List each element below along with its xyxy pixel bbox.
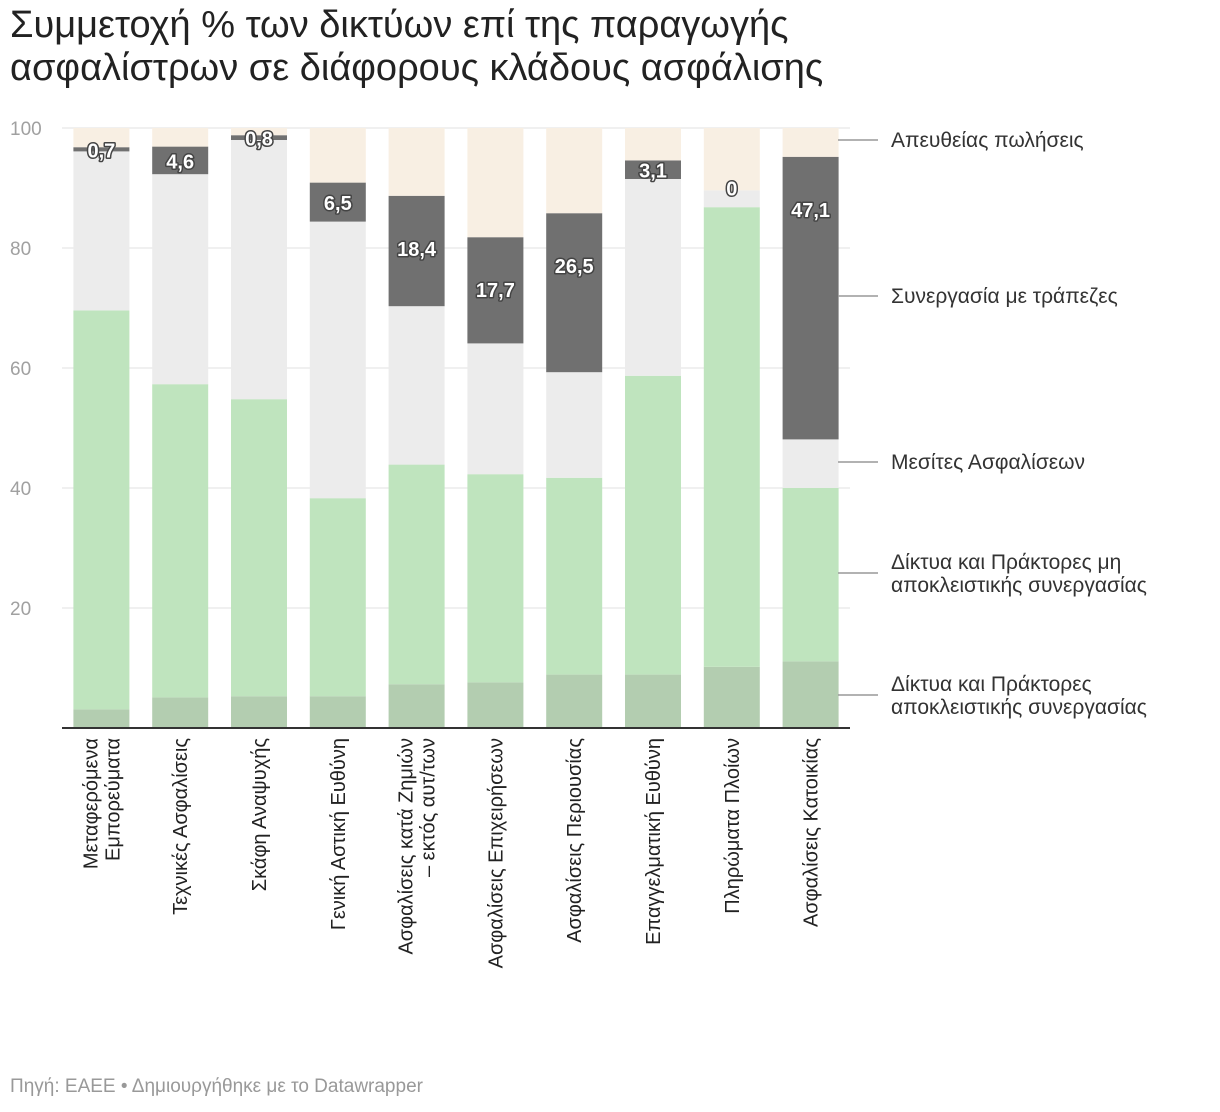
x-tick-label: Εμπορεύματα (102, 738, 124, 861)
bar-segment (703, 190, 760, 208)
bar-segment (625, 375, 681, 675)
bar-segment (467, 237, 524, 344)
bar-segment (152, 384, 209, 698)
bar-segment (625, 160, 681, 179)
bar-segment (152, 128, 209, 147)
data-label: 18,4 (397, 239, 437, 261)
bar-segment (782, 488, 839, 662)
bar-segment (388, 306, 445, 465)
bar-segment (782, 156, 839, 440)
bar-segment (231, 696, 287, 728)
bar-segment (388, 684, 445, 728)
bar-segment (73, 151, 130, 311)
x-tick-label: Σκάφη Αναψυχής (249, 738, 271, 892)
bar-segment (388, 128, 445, 196)
bar-segment (703, 207, 760, 667)
data-label: 0,7 (87, 140, 115, 162)
bar-segment (73, 147, 130, 152)
y-tick-label: 40 (10, 479, 31, 500)
bar-segment (388, 464, 445, 685)
bar-segment (309, 221, 366, 499)
bar-segment (152, 146, 209, 175)
bar-segment (73, 709, 130, 728)
chart-title-line-1: Συμμετοχή % των δικτύων επί της παραγωγή… (10, 4, 789, 46)
bar-segment (625, 128, 681, 161)
data-label: 4,6 (166, 151, 194, 173)
series-label: Δίκτυα και Πράκτορες (891, 673, 1092, 696)
bar-segment (625, 179, 681, 376)
series-label: Απευθείας πωλήσεις (891, 129, 1084, 152)
bar-segment (546, 674, 603, 728)
data-label: 6,5 (324, 193, 352, 215)
y-tick-label: 60 (10, 359, 31, 380)
y-tick-label: 100 (10, 119, 42, 140)
bar-segment (782, 439, 839, 488)
bar-segment (231, 399, 287, 697)
bar-segment (546, 372, 603, 478)
x-tick-label: Τεχνικές Ασφαλίσεις (170, 738, 192, 915)
bar-segment (73, 128, 130, 148)
bar-segment (231, 140, 287, 400)
bar-segment (782, 661, 839, 728)
bar-segment (231, 135, 287, 140)
bar-segment (546, 128, 603, 214)
y-tick-label: 80 (10, 239, 31, 260)
x-tick-label: Ασφαλίσεις Περιουσίας (564, 738, 586, 943)
bar-segment (309, 128, 366, 183)
bar-segment (782, 128, 839, 157)
bar-segment (309, 696, 366, 728)
bar-segment (467, 682, 524, 728)
bar-segment (625, 674, 681, 728)
x-tick-label: Πληρώματα Πλοίων (722, 738, 744, 914)
source-note: Πηγή: ΕΑΕΕ • Δημιουργήθηκε με το Datawra… (10, 1076, 423, 1097)
bar-segment (703, 128, 760, 191)
data-label: 0 (726, 178, 737, 200)
series-label: Συνεργασία με τράπεζες (891, 285, 1118, 308)
x-tick-label: Ασφαλίσεις Κατοικίας (801, 738, 823, 927)
data-label: 17,7 (476, 280, 515, 302)
bar-segment (467, 128, 524, 238)
data-label: 26,5 (555, 256, 594, 278)
x-tick-label: Μεταφερόμενα (80, 738, 102, 869)
bar-segment (388, 195, 445, 307)
bar-segment (309, 498, 366, 697)
bar-segment (309, 182, 366, 222)
data-label: 47,1 (791, 200, 830, 222)
series-label: αποκλειστικής συνεργασίας (891, 696, 1147, 719)
bar-segment (546, 477, 603, 675)
bar-segment (467, 474, 524, 683)
x-tick-label: Γενική Αστική Ευθύνη (328, 738, 350, 930)
series-label: αποκλειστικής συνεργασίας (891, 574, 1147, 597)
bar-segment (73, 310, 130, 710)
x-tick-label: Επαγγελματική Ευθύνη (643, 738, 665, 945)
chart-title: Συμμετοχή % των δικτύων επί της παραγωγή… (10, 4, 1200, 90)
series-label: Δίκτυα και Πράκτορες μη (891, 551, 1121, 574)
x-tick-label: Ασφαλίσεις Επιχειρήσεων (485, 738, 507, 968)
series-label: Μεσίτες Ασφαλίσεων (891, 451, 1085, 474)
bar-segment (703, 666, 760, 728)
bar-segment (467, 343, 524, 475)
bar-segment (152, 174, 209, 385)
x-tick-label: – εκτός αυτ/των (418, 738, 440, 877)
x-tick-label: Ασφαλίσεις κατά Ζημιών (396, 738, 418, 955)
bar-segment (231, 128, 287, 136)
data-label: 3,1 (639, 161, 667, 183)
bar-segment (152, 697, 209, 728)
bar-segment (546, 213, 603, 373)
data-label: 0,8 (245, 129, 273, 151)
y-tick-label: 20 (10, 599, 31, 620)
chart-title-line-2: ασφαλίστρων σε διάφορους κλάδους ασφάλισ… (10, 47, 824, 89)
